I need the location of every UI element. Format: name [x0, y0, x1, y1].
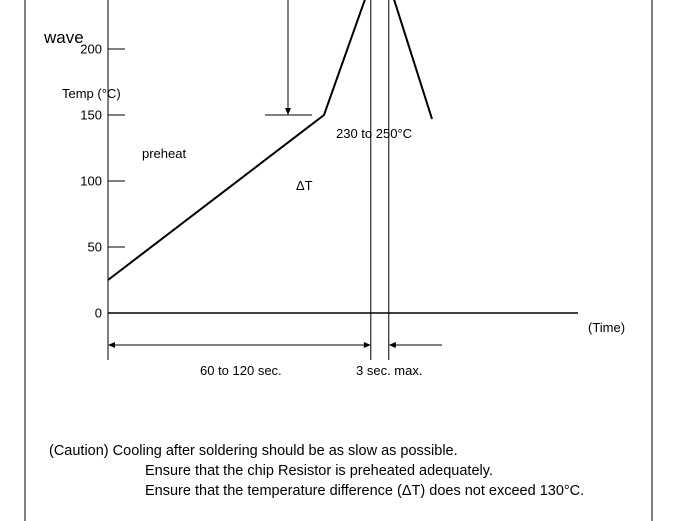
chart-title: wave [44, 28, 84, 47]
x-axis-label: (Time) [588, 320, 625, 335]
y-axis-label: Temp (°C) [62, 86, 121, 101]
y-tick-label-0: 0 [95, 306, 102, 321]
caution-notes: (Caution) Cooling after soldering should… [49, 441, 584, 501]
preheat-label: preheat [142, 146, 186, 161]
preheat-time-arrow-left [108, 342, 115, 348]
peak-time-arrow [388, 342, 396, 348]
peak-temp-label: 230 to 250°C [336, 126, 412, 141]
caution-line-1: (Caution) Cooling after soldering should… [49, 443, 458, 459]
caution-line-2: Ensure that the chip Resistor is preheat… [145, 463, 493, 479]
delta-t-label: ΔT [296, 178, 313, 193]
preheat-time-label: 60 to 120 sec. [200, 363, 282, 378]
preheat-time-arrow-right [363, 342, 371, 348]
y-tick-label-100: 100 [80, 174, 102, 189]
delta-t-arrow-head-down [285, 108, 291, 115]
temperature-profile-line [107, 0, 433, 281]
y-tick-label-50: 50 [88, 240, 102, 255]
y-tick-label-150: 150 [80, 108, 102, 123]
y-tick-label-200: 200 [80, 42, 102, 57]
caution-line-3: Ensure that the temperature difference (… [145, 483, 585, 499]
peak-time-label: 3 sec. max. [356, 363, 422, 378]
